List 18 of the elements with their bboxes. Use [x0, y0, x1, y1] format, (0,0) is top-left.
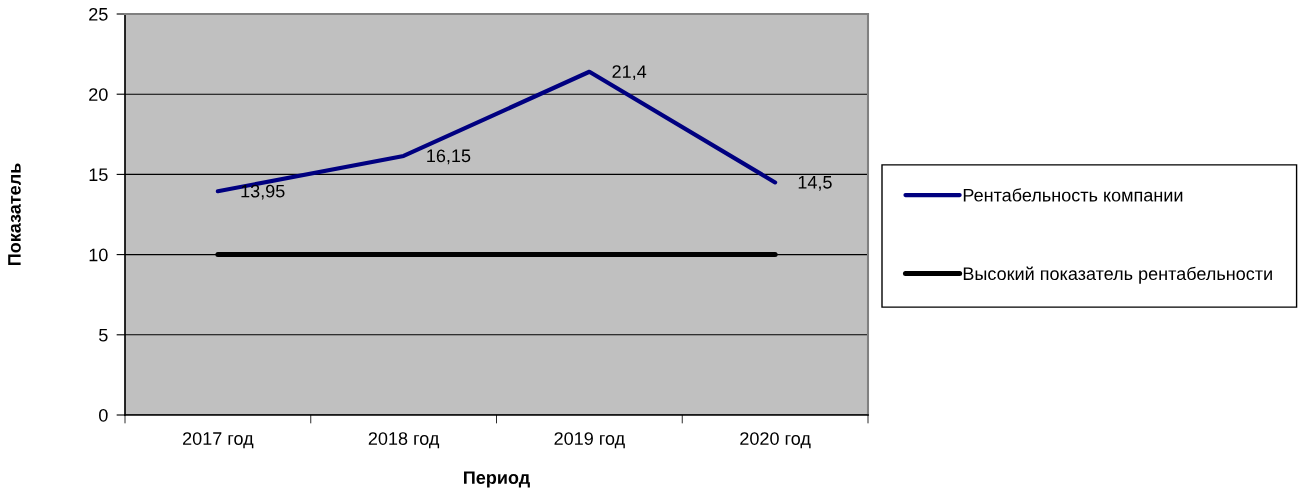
data-label: 21,4 [612, 65, 647, 81]
data-label: 16,15 [427, 149, 471, 165]
y-tick-label: 15 [89, 168, 108, 182]
x-axis-title: Период [464, 471, 530, 488]
x-tick-label: 2018 год [368, 432, 440, 449]
y-tick-label: 25 [89, 7, 108, 21]
y-tick-label: 0 [99, 408, 108, 422]
y-tick-label: 20 [89, 88, 108, 101]
x-tick-label: 2017 год [183, 432, 254, 449]
legend-label: Высокий показатель рентабельности [963, 266, 1272, 284]
y-axis-title: Показатель [8, 163, 21, 266]
data-label: 14,5 [798, 176, 832, 191]
y-tick-label: 5 [99, 328, 108, 342]
x-tick-label: 2019 год [554, 432, 625, 449]
x-tick-label: 2020 год [740, 432, 811, 449]
legend-label: Рентабельность компании [963, 188, 1183, 202]
y-tick-label: 10 [89, 248, 108, 262]
data-label: 13,95 [241, 184, 285, 200]
